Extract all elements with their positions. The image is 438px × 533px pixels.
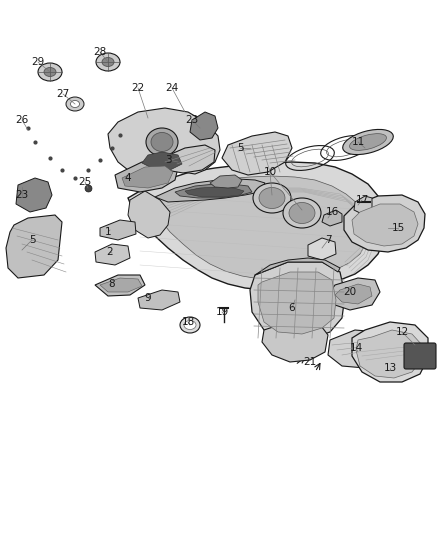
Text: 3: 3	[165, 155, 171, 165]
Polygon shape	[335, 284, 372, 304]
Text: 25: 25	[78, 177, 92, 187]
Text: 2: 2	[107, 247, 113, 257]
Polygon shape	[128, 162, 386, 290]
Text: 29: 29	[32, 57, 45, 67]
Ellipse shape	[259, 188, 285, 208]
Text: 17: 17	[355, 195, 369, 205]
Ellipse shape	[253, 183, 291, 213]
Text: 24: 24	[166, 83, 179, 93]
Text: 21: 21	[304, 357, 317, 367]
Ellipse shape	[180, 317, 200, 333]
Polygon shape	[344, 195, 425, 252]
Polygon shape	[115, 160, 178, 192]
Text: 7: 7	[325, 235, 331, 245]
Polygon shape	[185, 187, 244, 197]
Polygon shape	[356, 330, 422, 378]
Polygon shape	[128, 191, 170, 238]
Ellipse shape	[96, 53, 120, 71]
Text: 16: 16	[325, 207, 339, 217]
Ellipse shape	[71, 101, 80, 108]
Text: 9: 9	[145, 293, 151, 303]
Ellipse shape	[38, 63, 62, 81]
FancyBboxPatch shape	[404, 343, 436, 369]
Polygon shape	[190, 112, 218, 140]
Ellipse shape	[102, 58, 114, 67]
Polygon shape	[258, 272, 336, 334]
Polygon shape	[155, 179, 265, 202]
Text: 27: 27	[57, 89, 70, 99]
Ellipse shape	[146, 128, 178, 156]
Text: 18: 18	[181, 317, 194, 327]
Text: 14: 14	[350, 343, 363, 353]
Text: 22: 22	[131, 83, 145, 93]
Polygon shape	[148, 176, 368, 279]
Polygon shape	[308, 238, 336, 260]
Polygon shape	[354, 196, 372, 214]
Polygon shape	[6, 215, 62, 278]
Polygon shape	[222, 132, 292, 175]
Text: 5: 5	[28, 235, 35, 245]
Ellipse shape	[283, 198, 321, 228]
Text: 23: 23	[185, 115, 198, 125]
Polygon shape	[100, 220, 136, 240]
Text: 13: 13	[383, 363, 397, 373]
Text: 15: 15	[392, 223, 405, 233]
Ellipse shape	[350, 134, 386, 150]
Text: 20: 20	[343, 287, 357, 297]
Polygon shape	[122, 166, 173, 188]
Polygon shape	[175, 184, 252, 198]
Ellipse shape	[343, 130, 393, 155]
Polygon shape	[255, 258, 340, 275]
Polygon shape	[210, 175, 242, 188]
Polygon shape	[352, 204, 418, 246]
Ellipse shape	[44, 68, 56, 77]
Text: 6: 6	[289, 303, 295, 313]
Polygon shape	[322, 210, 342, 226]
Text: 11: 11	[351, 137, 364, 147]
Polygon shape	[262, 320, 328, 362]
Text: 28: 28	[93, 47, 106, 57]
Text: 26: 26	[15, 115, 28, 125]
Text: 8: 8	[109, 279, 115, 289]
Ellipse shape	[66, 97, 84, 111]
Ellipse shape	[289, 203, 315, 223]
Text: 10: 10	[263, 167, 276, 177]
Polygon shape	[328, 330, 385, 368]
Text: 4: 4	[125, 173, 131, 183]
Polygon shape	[108, 108, 220, 174]
Polygon shape	[138, 290, 180, 310]
Polygon shape	[162, 145, 215, 173]
Polygon shape	[142, 152, 182, 170]
Polygon shape	[95, 275, 145, 296]
Polygon shape	[250, 262, 345, 340]
Text: 23: 23	[15, 190, 28, 200]
Text: 5: 5	[237, 143, 244, 153]
Text: 12: 12	[396, 327, 409, 337]
Text: 19: 19	[215, 307, 229, 317]
Ellipse shape	[184, 320, 196, 329]
Polygon shape	[100, 278, 142, 292]
Text: 1: 1	[105, 227, 111, 237]
Polygon shape	[352, 322, 428, 382]
Ellipse shape	[151, 133, 173, 151]
Polygon shape	[330, 278, 380, 310]
Polygon shape	[95, 244, 130, 265]
Polygon shape	[16, 178, 52, 212]
